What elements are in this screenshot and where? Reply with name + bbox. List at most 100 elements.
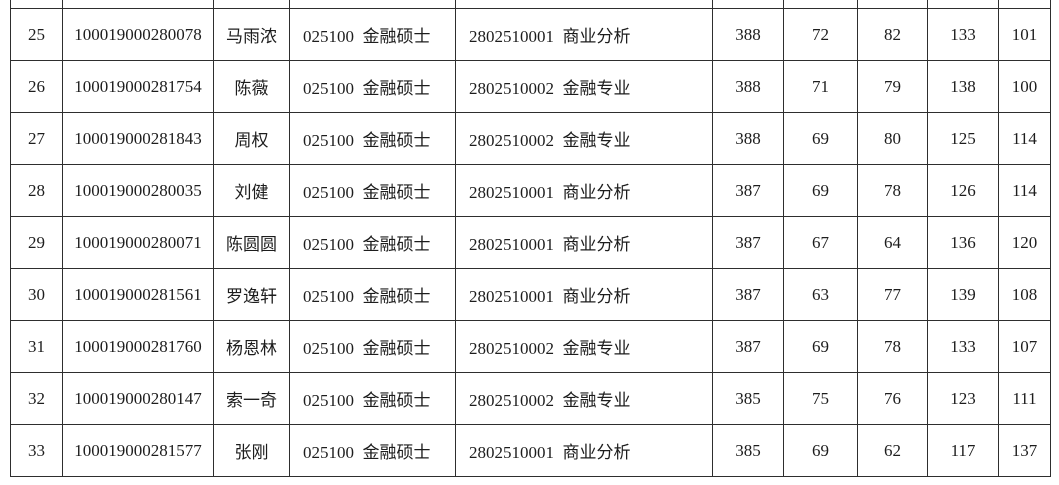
cell-row-number: 27 (10, 112, 63, 165)
cell-exam-id: 100019000280147 (62, 372, 214, 425)
cell-exam-id: 100019000281577 (62, 424, 214, 477)
cell-research-direction: 2802510001 商业分析 (455, 216, 713, 269)
cutoff-cell (10, 0, 63, 9)
cell-score-3: 117 (927, 424, 999, 477)
cell-score-2: 64 (857, 216, 928, 269)
cell-research-direction: 2802510002 金融专业 (455, 60, 713, 113)
cell-candidate-name: 陈薇 (213, 60, 290, 113)
cell-score-1: 75 (783, 372, 858, 425)
cell-row-number: 25 (10, 8, 63, 61)
cell-total-score: 385 (712, 372, 784, 425)
table-row: 29 100019000280071 陈圆圆 025100 金融硕士 28025… (10, 216, 1051, 269)
cell-exam-id: 100019000280071 (62, 216, 214, 269)
cell-row-number: 29 (10, 216, 63, 269)
cutoff-cell (783, 0, 858, 9)
cell-score-1: 63 (783, 268, 858, 321)
cell-total-score: 388 (712, 8, 784, 61)
cell-research-direction: 2802510001 商业分析 (455, 8, 713, 61)
cell-row-number: 32 (10, 372, 63, 425)
cell-score-4: 108 (998, 268, 1051, 321)
cutoff-cell (857, 0, 928, 9)
table-row: 32 100019000280147 索一奇 025100 金融硕士 28025… (10, 372, 1051, 425)
cell-score-1: 69 (783, 112, 858, 165)
cell-score-2: 62 (857, 424, 928, 477)
cell-score-2: 77 (857, 268, 928, 321)
cell-score-2: 82 (857, 8, 928, 61)
table-row: 27 100019000281843 周权 025100 金融硕士 280251… (10, 112, 1051, 165)
cell-total-score: 388 (712, 60, 784, 113)
cell-total-score: 385 (712, 424, 784, 477)
cell-research-direction: 2802510001 商业分析 (455, 424, 713, 477)
cell-candidate-name: 索一奇 (213, 372, 290, 425)
cell-candidate-name: 杨恩林 (213, 320, 290, 373)
cutoff-cell (927, 0, 999, 9)
cell-score-3: 133 (927, 8, 999, 61)
cell-score-2: 78 (857, 164, 928, 217)
cell-score-4: 114 (998, 164, 1051, 217)
cell-score-4: 101 (998, 8, 1051, 61)
cell-research-direction: 2802510002 金融专业 (455, 320, 713, 373)
cell-score-1: 69 (783, 164, 858, 217)
cell-score-2: 79 (857, 60, 928, 113)
cell-score-1: 67 (783, 216, 858, 269)
cell-major: 025100 金融硕士 (289, 164, 456, 217)
cell-exam-id: 100019000281843 (62, 112, 214, 165)
cell-major: 025100 金融硕士 (289, 372, 456, 425)
cell-score-2: 78 (857, 320, 928, 373)
cutoff-cell (455, 0, 713, 9)
cell-row-number: 26 (10, 60, 63, 113)
cutoff-cell (289, 0, 456, 9)
cell-exam-id: 100019000281754 (62, 60, 214, 113)
cell-major: 025100 金融硕士 (289, 320, 456, 373)
cell-score-1: 69 (783, 424, 858, 477)
table-row: 26 100019000281754 陈薇 025100 金融硕士 280251… (10, 60, 1051, 113)
cell-score-1: 71 (783, 60, 858, 113)
cell-candidate-name: 马雨浓 (213, 8, 290, 61)
cell-score-3: 126 (927, 164, 999, 217)
cell-total-score: 388 (712, 112, 784, 165)
cell-major: 025100 金融硕士 (289, 424, 456, 477)
cell-score-4: 100 (998, 60, 1051, 113)
cutoff-cell (712, 0, 784, 9)
cell-row-number: 30 (10, 268, 63, 321)
cell-candidate-name: 张刚 (213, 424, 290, 477)
table-row: 33 100019000281577 张刚 025100 金融硕士 280251… (10, 424, 1051, 477)
cell-score-3: 139 (927, 268, 999, 321)
table-row: 30 100019000281561 罗逸轩 025100 金融硕士 28025… (10, 268, 1051, 321)
cell-major: 025100 金融硕士 (289, 60, 456, 113)
cell-score-4: 111 (998, 372, 1051, 425)
cell-row-number: 33 (10, 424, 63, 477)
table-row: 31 100019000281760 杨恩林 025100 金融硕士 28025… (10, 320, 1051, 373)
cell-major: 025100 金融硕士 (289, 112, 456, 165)
cell-major: 025100 金融硕士 (289, 268, 456, 321)
cell-row-number: 31 (10, 320, 63, 373)
cell-score-2: 76 (857, 372, 928, 425)
cell-exam-id: 100019000281561 (62, 268, 214, 321)
cell-exam-id: 100019000280035 (62, 164, 214, 217)
cell-research-direction: 2802510002 金融专业 (455, 372, 713, 425)
cutoff-cell (62, 0, 214, 9)
cell-score-1: 69 (783, 320, 858, 373)
cell-research-direction: 2802510001 商业分析 (455, 164, 713, 217)
cell-score-4: 107 (998, 320, 1051, 373)
cell-exam-id: 100019000280078 (62, 8, 214, 61)
cell-score-3: 138 (927, 60, 999, 113)
cell-major: 025100 金融硕士 (289, 216, 456, 269)
cell-candidate-name: 刘健 (213, 164, 290, 217)
cell-total-score: 387 (712, 164, 784, 217)
cell-research-direction: 2802510002 金融专业 (455, 112, 713, 165)
cell-total-score: 387 (712, 268, 784, 321)
cell-major: 025100 金融硕士 (289, 8, 456, 61)
cell-score-3: 136 (927, 216, 999, 269)
cell-score-4: 120 (998, 216, 1051, 269)
cell-total-score: 387 (712, 320, 784, 373)
cell-score-3: 123 (927, 372, 999, 425)
table-row: 28 100019000280035 刘健 025100 金融硕士 280251… (10, 164, 1051, 217)
cell-row-number: 28 (10, 164, 63, 217)
cell-score-4: 114 (998, 112, 1051, 165)
cell-candidate-name: 周权 (213, 112, 290, 165)
cell-candidate-name: 陈圆圆 (213, 216, 290, 269)
cell-score-1: 72 (783, 8, 858, 61)
admission-score-table: 25 100019000280078 马雨浓 025100 金融硕士 28025… (10, 0, 1051, 477)
